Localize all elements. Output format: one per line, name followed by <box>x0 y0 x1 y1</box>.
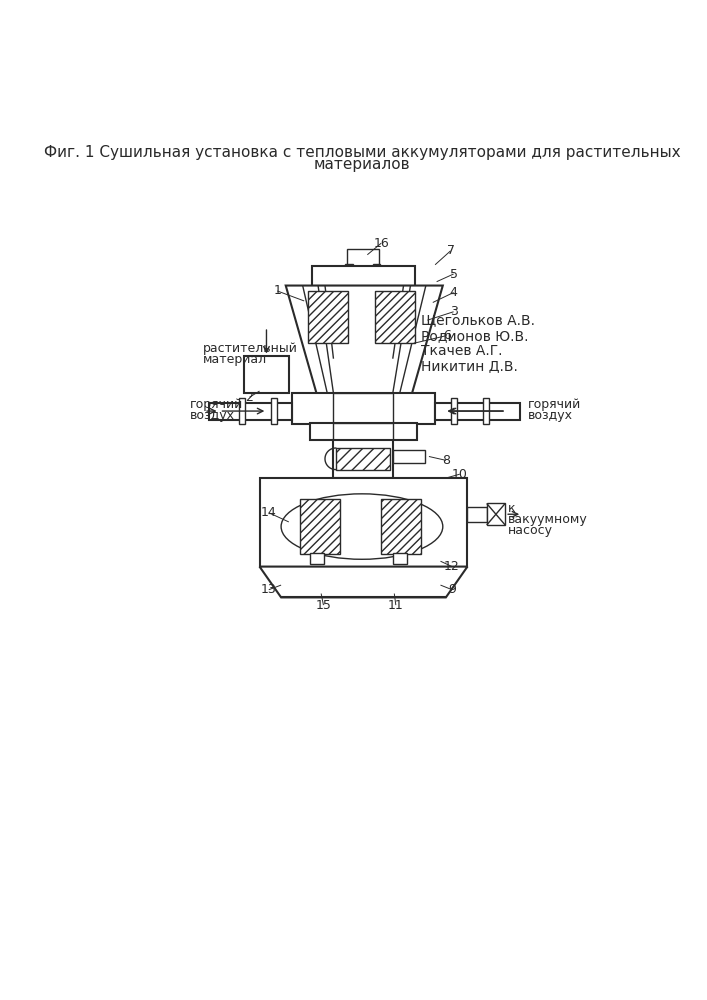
Text: 4: 4 <box>450 286 457 299</box>
Text: Никитин Д.В.: Никитин Д.В. <box>421 359 518 373</box>
Text: 2: 2 <box>245 391 254 404</box>
Text: вакуумному: вакуумному <box>508 513 588 526</box>
Text: Ткачев А.Г.: Ткачев А.Г. <box>421 344 503 358</box>
Text: 9: 9 <box>448 583 456 596</box>
Text: 7: 7 <box>447 244 455 257</box>
Text: 10: 10 <box>452 468 467 481</box>
Bar <box>346 249 379 266</box>
Text: 12: 12 <box>444 560 460 573</box>
Text: 11: 11 <box>388 599 404 612</box>
Text: воздух: воздух <box>190 409 235 422</box>
Text: материал: материал <box>204 353 267 366</box>
Bar <box>259 478 467 567</box>
Text: воздух: воздух <box>527 409 573 422</box>
Bar <box>345 264 353 272</box>
Text: 3: 3 <box>450 305 457 318</box>
Bar <box>312 266 415 286</box>
Text: материалов: материалов <box>314 157 410 172</box>
Bar <box>244 356 288 393</box>
Text: 13: 13 <box>261 583 276 596</box>
Bar <box>300 499 339 554</box>
Polygon shape <box>259 567 467 597</box>
Text: 5: 5 <box>450 267 457 280</box>
Bar <box>373 264 380 272</box>
Bar <box>486 503 506 525</box>
Text: горячий: горячий <box>190 398 243 411</box>
Bar <box>393 553 407 564</box>
Bar <box>467 507 486 522</box>
Text: Щегольков А.В.: Щегольков А.В. <box>421 313 535 327</box>
Text: 15: 15 <box>315 599 332 612</box>
Bar <box>375 291 415 343</box>
Bar <box>209 403 292 420</box>
Bar <box>310 553 325 564</box>
Bar <box>334 440 393 478</box>
Bar <box>271 398 277 424</box>
Text: Фиг. 1 Сушильная установка с тепловыми аккумуляторами для растительных: Фиг. 1 Сушильная установка с тепловыми а… <box>44 145 680 160</box>
Text: к: к <box>508 502 515 515</box>
Bar <box>334 393 393 424</box>
Text: 8: 8 <box>442 454 450 467</box>
Text: 1: 1 <box>274 284 281 297</box>
Bar <box>334 423 393 440</box>
Text: насосу: насосу <box>508 524 552 537</box>
Bar <box>292 393 435 424</box>
Bar <box>310 423 417 440</box>
Polygon shape <box>286 286 443 393</box>
Text: растительный: растительный <box>204 342 298 355</box>
Text: 14: 14 <box>261 506 276 519</box>
Bar <box>393 450 425 463</box>
Bar <box>483 398 489 424</box>
Bar <box>435 403 520 420</box>
Text: 16: 16 <box>373 237 389 250</box>
Text: 6: 6 <box>443 329 450 342</box>
Bar <box>239 398 245 424</box>
Text: Родионов Ю.В.: Родионов Ю.В. <box>421 329 529 343</box>
Bar <box>381 499 421 554</box>
Bar <box>308 291 348 343</box>
Text: горячий: горячий <box>527 398 580 411</box>
Bar <box>450 398 457 424</box>
Bar <box>336 448 390 470</box>
